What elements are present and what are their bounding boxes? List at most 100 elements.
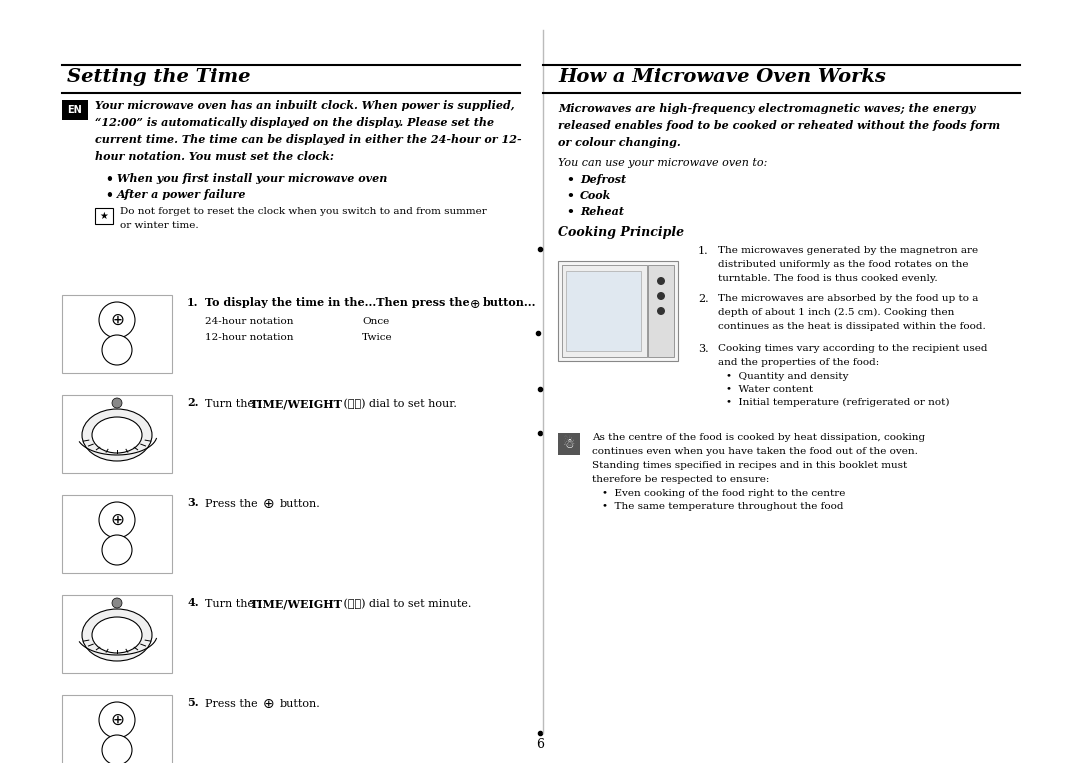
Circle shape — [657, 277, 665, 285]
Text: Cook: Cook — [580, 190, 611, 201]
FancyBboxPatch shape — [95, 208, 113, 224]
Text: 6: 6 — [536, 738, 544, 751]
Text: Once: Once — [362, 317, 389, 326]
Text: To display the time in the...Then press the: To display the time in the...Then press … — [205, 297, 470, 308]
Ellipse shape — [82, 609, 152, 661]
Circle shape — [102, 335, 132, 365]
Text: 5.: 5. — [187, 697, 199, 708]
Text: •: • — [566, 190, 573, 203]
Circle shape — [112, 398, 122, 408]
Text: •  Even cooking of the food right to the centre: • Even cooking of the food right to the … — [602, 489, 846, 498]
Text: ⊕: ⊕ — [470, 298, 481, 311]
Text: •: • — [105, 173, 113, 186]
Text: released enables food to be cooked or reheated without the foods form: released enables food to be cooked or re… — [558, 120, 1000, 131]
FancyBboxPatch shape — [62, 395, 172, 473]
Text: current time. The time can be displayed in either the 24-hour or 12-: current time. The time can be displayed … — [95, 134, 522, 145]
Circle shape — [657, 307, 665, 315]
Circle shape — [112, 598, 122, 608]
Text: Press the: Press the — [205, 499, 261, 509]
Text: TIME/WEIGHT: TIME/WEIGHT — [249, 398, 342, 410]
Text: Microwaves are high-frequency electromagnetic waves; the energy: Microwaves are high-frequency electromag… — [558, 103, 975, 114]
Text: ★: ★ — [99, 211, 108, 221]
Text: ⊕: ⊕ — [110, 311, 124, 329]
FancyBboxPatch shape — [562, 265, 647, 357]
Text: button...: button... — [483, 297, 537, 308]
Text: Cooking times vary according to the recipient used: Cooking times vary according to the reci… — [718, 344, 987, 353]
Circle shape — [99, 302, 135, 338]
Text: After a power failure: After a power failure — [117, 189, 246, 200]
Ellipse shape — [82, 409, 152, 461]
Text: The microwaves are absorbed by the food up to a: The microwaves are absorbed by the food … — [718, 294, 978, 303]
Text: The microwaves generated by the magnetron are: The microwaves generated by the magnetro… — [718, 246, 978, 255]
Text: ☃: ☃ — [563, 437, 576, 451]
Text: depth of about 1 inch (2.5 cm). Cooking then: depth of about 1 inch (2.5 cm). Cooking … — [718, 308, 955, 317]
Text: Reheat: Reheat — [580, 206, 624, 217]
Text: •  Initial temperature (refrigerated or not): • Initial temperature (refrigerated or n… — [726, 398, 949, 407]
FancyBboxPatch shape — [558, 261, 678, 361]
Text: 3.: 3. — [187, 497, 199, 508]
FancyBboxPatch shape — [62, 595, 172, 673]
Text: button.: button. — [280, 499, 321, 509]
Text: distributed uniformly as the food rotates on the: distributed uniformly as the food rotate… — [718, 260, 969, 269]
FancyBboxPatch shape — [558, 433, 580, 455]
Text: (☉⦻) dial to set hour.: (☉⦻) dial to set hour. — [340, 399, 457, 409]
Text: •: • — [105, 189, 113, 202]
Text: •  Quantity and density: • Quantity and density — [726, 372, 849, 381]
Text: or colour changing.: or colour changing. — [558, 137, 680, 148]
Text: Your microwave oven has an inbuilt clock. When power is supplied,: Your microwave oven has an inbuilt clock… — [95, 100, 515, 111]
Text: Standing times specified in recipes and in this booklet must: Standing times specified in recipes and … — [592, 461, 907, 470]
Text: (☉⦻) dial to set minute.: (☉⦻) dial to set minute. — [340, 599, 471, 610]
Text: therefore be respected to ensure:: therefore be respected to ensure: — [592, 475, 769, 484]
Text: “12:00” is automatically displayed on the display. Please set the: “12:00” is automatically displayed on th… — [95, 117, 495, 128]
Text: turntable. The food is thus cooked evenly.: turntable. The food is thus cooked evenl… — [718, 274, 937, 283]
Circle shape — [99, 702, 135, 738]
Text: As the centre of the food is cooked by heat dissipation, cooking: As the centre of the food is cooked by h… — [592, 433, 926, 442]
Circle shape — [99, 502, 135, 538]
Text: ⊕: ⊕ — [110, 511, 124, 529]
Text: Turn the: Turn the — [205, 599, 257, 609]
Text: and the properties of the food:: and the properties of the food: — [718, 358, 879, 367]
Text: ⊕: ⊕ — [110, 711, 124, 729]
FancyBboxPatch shape — [648, 265, 674, 357]
Text: 1.: 1. — [187, 297, 199, 308]
Text: Do not forget to reset the clock when you switch to and from summer: Do not forget to reset the clock when yo… — [120, 207, 487, 216]
Text: 1.: 1. — [698, 246, 708, 256]
Text: 4.: 4. — [187, 597, 199, 608]
Text: Turn the: Turn the — [205, 399, 257, 409]
Text: You can use your microwave oven to:: You can use your microwave oven to: — [558, 158, 768, 168]
Text: •  Water content: • Water content — [726, 385, 813, 394]
FancyBboxPatch shape — [62, 495, 172, 573]
Text: TIME/WEIGHT: TIME/WEIGHT — [249, 598, 342, 610]
FancyBboxPatch shape — [566, 271, 642, 351]
Circle shape — [102, 735, 132, 763]
Text: •: • — [566, 174, 573, 187]
Text: continues even when you have taken the food out of the oven.: continues even when you have taken the f… — [592, 447, 918, 456]
Text: 3.: 3. — [698, 344, 708, 354]
Text: ⊕: ⊕ — [264, 497, 274, 511]
Circle shape — [102, 535, 132, 565]
Text: continues as the heat is dissipated within the food.: continues as the heat is dissipated with… — [718, 322, 986, 331]
Text: EN: EN — [68, 105, 82, 115]
FancyBboxPatch shape — [62, 295, 172, 373]
Ellipse shape — [92, 417, 141, 453]
Text: When you first install your microwave oven: When you first install your microwave ov… — [117, 173, 388, 184]
Text: button.: button. — [280, 699, 321, 709]
Text: 2.: 2. — [698, 294, 708, 304]
Text: Cooking Principle: Cooking Principle — [558, 226, 684, 239]
Text: hour notation. You must set the clock:: hour notation. You must set the clock: — [95, 151, 334, 162]
Text: 2.: 2. — [187, 397, 199, 408]
Text: Twice: Twice — [362, 333, 393, 342]
Text: •  The same temperature throughout the food: • The same temperature throughout the fo… — [602, 502, 843, 511]
Text: Defrost: Defrost — [580, 174, 626, 185]
Text: or winter time.: or winter time. — [120, 221, 199, 230]
Text: 12-hour notation: 12-hour notation — [205, 333, 294, 342]
FancyBboxPatch shape — [62, 695, 172, 763]
Text: 24-hour notation: 24-hour notation — [205, 317, 294, 326]
Circle shape — [657, 292, 665, 300]
Text: •: • — [566, 206, 573, 219]
FancyBboxPatch shape — [62, 100, 87, 120]
Text: Setting the Time: Setting the Time — [67, 68, 251, 86]
Text: Press the: Press the — [205, 699, 261, 709]
Ellipse shape — [92, 617, 141, 653]
Text: How a Microwave Oven Works: How a Microwave Oven Works — [558, 68, 886, 86]
